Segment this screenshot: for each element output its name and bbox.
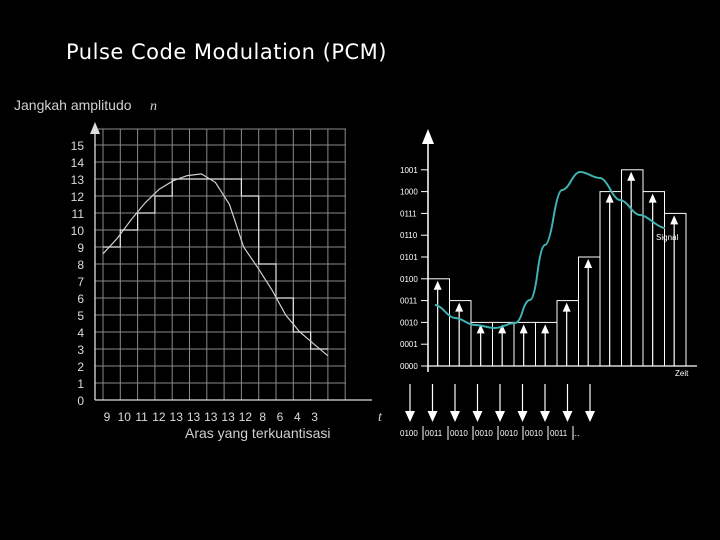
- left-x-tick-label: 8: [259, 410, 266, 424]
- left-y-tick-label: 13: [71, 173, 85, 187]
- left-xlabel: Aras yang terkuantisasi: [185, 425, 331, 441]
- code-arrow-head: [562, 411, 573, 422]
- sample-arrow-head: [627, 171, 636, 181]
- sample-box: [427, 278, 450, 367]
- code-arrow-head: [427, 411, 438, 422]
- code-level-label: 0101: [400, 253, 418, 262]
- left-y-tick-label: 2: [77, 360, 84, 374]
- left-y-tick-label: 1: [77, 377, 84, 391]
- left-x-tick-label: 4: [294, 410, 301, 424]
- sample-arrow-head: [670, 215, 679, 225]
- left-y-tick-label: 9: [77, 241, 84, 255]
- sample-arrow-head: [433, 280, 442, 290]
- sample-arrow-head: [562, 302, 571, 312]
- left-y-tick-label: 6: [77, 292, 84, 306]
- sample-box: [599, 191, 622, 367]
- code-level-label: 0001: [400, 340, 418, 349]
- left-x-tick-label: 10: [118, 410, 132, 424]
- left-x-tick-label: 11: [135, 410, 148, 424]
- left-y-tick-label: 0: [77, 394, 84, 408]
- output-code-label: 0010: [450, 429, 468, 438]
- left-y-axis-arrow: [90, 122, 100, 134]
- sample-arrow-head: [498, 324, 507, 334]
- sample-arrow-head: [476, 324, 485, 334]
- sample-box: [621, 169, 644, 367]
- sample-arrow-head: [584, 259, 593, 268]
- code-arrow-head: [517, 411, 528, 422]
- left-y-tick-label: 11: [72, 207, 85, 221]
- slide-title: Pulse Code Modulation (PCM): [66, 40, 387, 64]
- left-x-tick-label: 13: [187, 410, 201, 424]
- output-code-label: 0010: [525, 429, 543, 438]
- left-x-tick-label: 12: [152, 410, 166, 424]
- left-y-tick-label: 7: [77, 275, 84, 289]
- sample-box: [578, 256, 601, 367]
- sampled-signal-curve: [434, 170, 666, 330]
- code-level-label: 0010: [400, 318, 418, 327]
- left-x-tick-label: 9: [104, 410, 111, 424]
- left-x-tick-label: 13: [221, 410, 235, 424]
- code-arrow-head: [472, 411, 483, 422]
- left-y-tick-label: 14: [71, 156, 85, 170]
- left-x-tick-label: 13: [204, 410, 218, 424]
- analog-signal-curve: [102, 173, 329, 357]
- output-code-label: 0011: [425, 429, 443, 438]
- code-level-label: 0011: [400, 297, 418, 306]
- left-x-axis-var: t: [378, 410, 383, 425]
- left-y-tick-label: 8: [77, 258, 84, 272]
- sample-arrow-head: [519, 324, 528, 334]
- signal-label: Signal: [656, 233, 678, 242]
- left-y-tick-label: 4: [77, 326, 84, 340]
- left-x-tick-label: 12: [239, 410, 253, 424]
- output-code-label: 0100: [400, 429, 418, 438]
- code-level-label: 0000: [400, 362, 418, 371]
- output-code-label: 0011: [550, 429, 568, 438]
- code-level-label: 0100: [400, 275, 418, 284]
- left-x-tick-label: 6: [277, 410, 284, 424]
- sample-arrow-head: [605, 193, 614, 203]
- left-y-tick-label: 5: [77, 309, 84, 323]
- output-code-label: 0010: [475, 429, 493, 438]
- code-arrow-head: [540, 411, 550, 422]
- left-y-tick-label: 15: [71, 139, 85, 153]
- code-arrow-head: [495, 411, 505, 422]
- quantized-staircase: [103, 178, 328, 350]
- code-ellipsis: ...: [572, 428, 580, 438]
- sample-arrow-head: [541, 324, 550, 334]
- left-y-tick-label: 10: [71, 224, 85, 238]
- code-level-label: 0110: [400, 231, 418, 240]
- code-arrow-head: [405, 411, 415, 422]
- code-level-label: 0111: [400, 209, 417, 218]
- left-x-tick-label: 13: [170, 410, 184, 424]
- left-y-tick-label: 12: [71, 190, 85, 204]
- left-ylabel: Jangkah amplitudo: [14, 97, 132, 113]
- left-ylabel-var: n: [150, 99, 157, 114]
- code-level-label: 1000: [400, 188, 418, 197]
- sample-arrow-head: [455, 302, 464, 312]
- left-x-tick-label: 3: [311, 410, 318, 424]
- code-arrow-head: [585, 411, 595, 422]
- time-label: Zeit: [675, 369, 689, 378]
- code-arrow-head: [450, 411, 460, 422]
- left-y-tick-label: 3: [77, 343, 84, 357]
- sample-arrow-head: [648, 193, 657, 203]
- right-y-axis-arrow: [422, 129, 434, 144]
- code-level-label: 1001: [400, 166, 418, 175]
- output-code-label: 0010: [500, 429, 518, 438]
